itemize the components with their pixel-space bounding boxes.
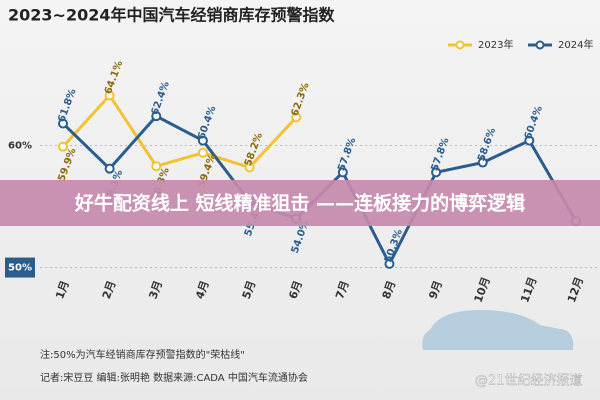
- data-label: 60.4%: [523, 105, 545, 141]
- legend-label: 2023年: [478, 38, 513, 51]
- data-point: [197, 135, 208, 146]
- banner-bg: [0, 180, 600, 226]
- note: 记者:宋豆豆 编辑:张明艳 数据来源:CADA 中国汽车流通协会: [40, 371, 308, 384]
- data-point: [104, 90, 115, 101]
- data-label: 61.8%: [56, 87, 78, 123]
- data-point: [58, 141, 68, 152]
- note: 注:50%为汽车经销商库存预警指数的"荣枯线": [40, 348, 245, 361]
- x-tick-label: 4月: [193, 279, 212, 301]
- data-point: [151, 111, 162, 122]
- data-point: [337, 167, 348, 178]
- x-tick-label: 7月: [333, 279, 352, 301]
- y-tick-label: 50%: [8, 263, 32, 274]
- x-tick-label: 11月: [518, 275, 539, 304]
- data-label: 50.3%: [383, 228, 405, 264]
- car-illustration: [422, 310, 574, 350]
- y-tick-box: [5, 257, 35, 278]
- y-tick-label: 60%: [8, 140, 32, 151]
- legend-marker: [535, 40, 545, 50]
- data-point: [384, 258, 395, 269]
- data-label: 57.8%: [336, 136, 358, 172]
- data-point: [291, 112, 302, 123]
- data-point: [477, 157, 488, 168]
- x-tick-label: 5月: [240, 279, 259, 301]
- x-tick-label: 1月: [53, 279, 72, 301]
- data-point: [431, 167, 442, 178]
- x-tick-label: 8月: [380, 279, 399, 301]
- data-point: [524, 135, 535, 146]
- data-label: 62.4%: [150, 80, 172, 116]
- data-label: 60.4%: [196, 105, 218, 141]
- watermark: @21世纪经济报道: [475, 374, 583, 389]
- data-point: [104, 163, 115, 174]
- data-label: 64.1%: [103, 59, 125, 95]
- data-point: [197, 147, 208, 158]
- x-tick-label: 3月: [147, 279, 166, 301]
- x-tick-label: 6月: [286, 279, 305, 301]
- x-tick-label: 9月: [426, 279, 445, 301]
- data-point: [58, 118, 68, 129]
- data-label: 58.2%: [243, 131, 265, 167]
- legend-marker: [455, 40, 465, 50]
- data-point: [244, 162, 255, 173]
- series-line: [61, 92, 298, 170]
- x-tick-label: 12月: [565, 275, 586, 304]
- data-label: 57.8%: [429, 136, 451, 172]
- data-point: [151, 161, 162, 172]
- data-label: 59.9%: [56, 147, 78, 183]
- chart-title: 2023~2024年中国汽车经销商库存预警指数: [8, 6, 335, 25]
- data-label: 62.3%: [290, 81, 312, 117]
- x-tick-label: 2月: [100, 279, 119, 301]
- legend-label: 2024年: [558, 38, 593, 51]
- x-tick-label: 10月: [472, 275, 493, 304]
- banner-text: 好牛配资线上 短线精准狙击 ——连板接力的博弈逻辑: [74, 192, 525, 215]
